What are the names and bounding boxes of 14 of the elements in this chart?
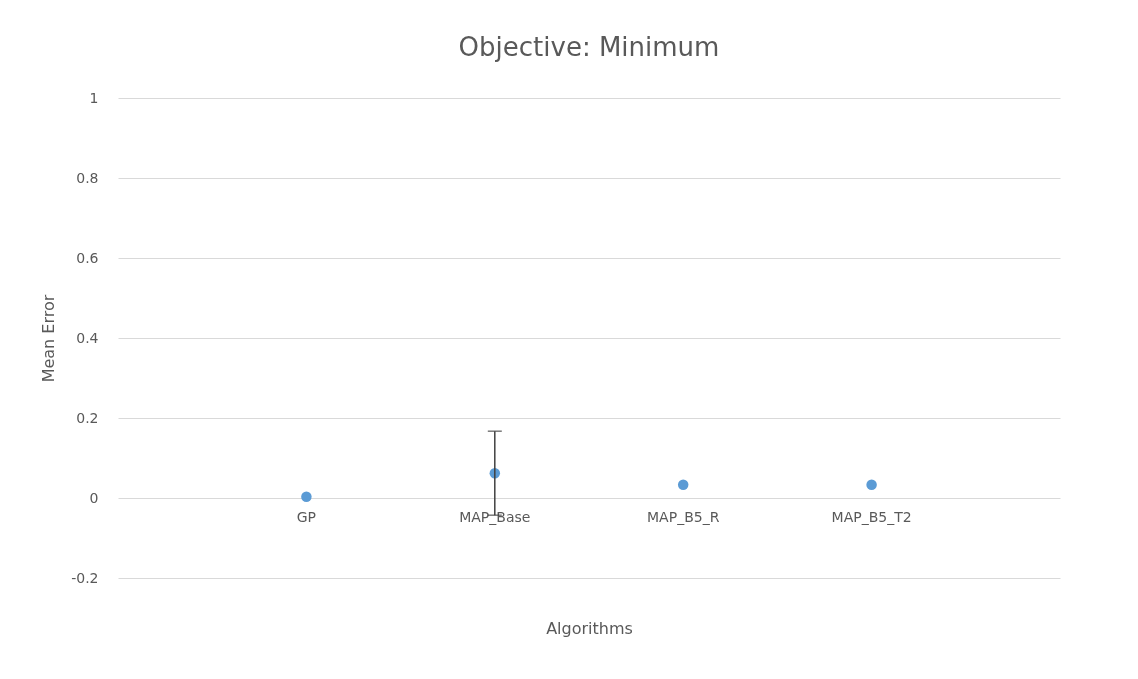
y-tick-label: 0.2 bbox=[76, 409, 99, 426]
y-tick-label: 0.4 bbox=[76, 329, 99, 346]
x-tick-label: MAP_B5_R bbox=[647, 508, 720, 525]
y-tick-label: 0.8 bbox=[76, 169, 99, 186]
x-tick-label: MAP_Base bbox=[459, 508, 531, 525]
y-tick-label: 0 bbox=[89, 489, 99, 506]
y-tick-label: -0.2 bbox=[71, 569, 99, 586]
y-tick-label: 0.6 bbox=[76, 249, 99, 266]
chart-title: Objective: Minimum bbox=[458, 32, 720, 62]
x-tick-label: MAP_B5_T2 bbox=[831, 508, 912, 525]
x-axis-title: Algorithms bbox=[546, 618, 633, 638]
y-axis-title: Mean Error bbox=[39, 294, 59, 383]
x-tick-label: GP bbox=[296, 508, 317, 525]
y-tick-label: 1 bbox=[89, 89, 99, 106]
